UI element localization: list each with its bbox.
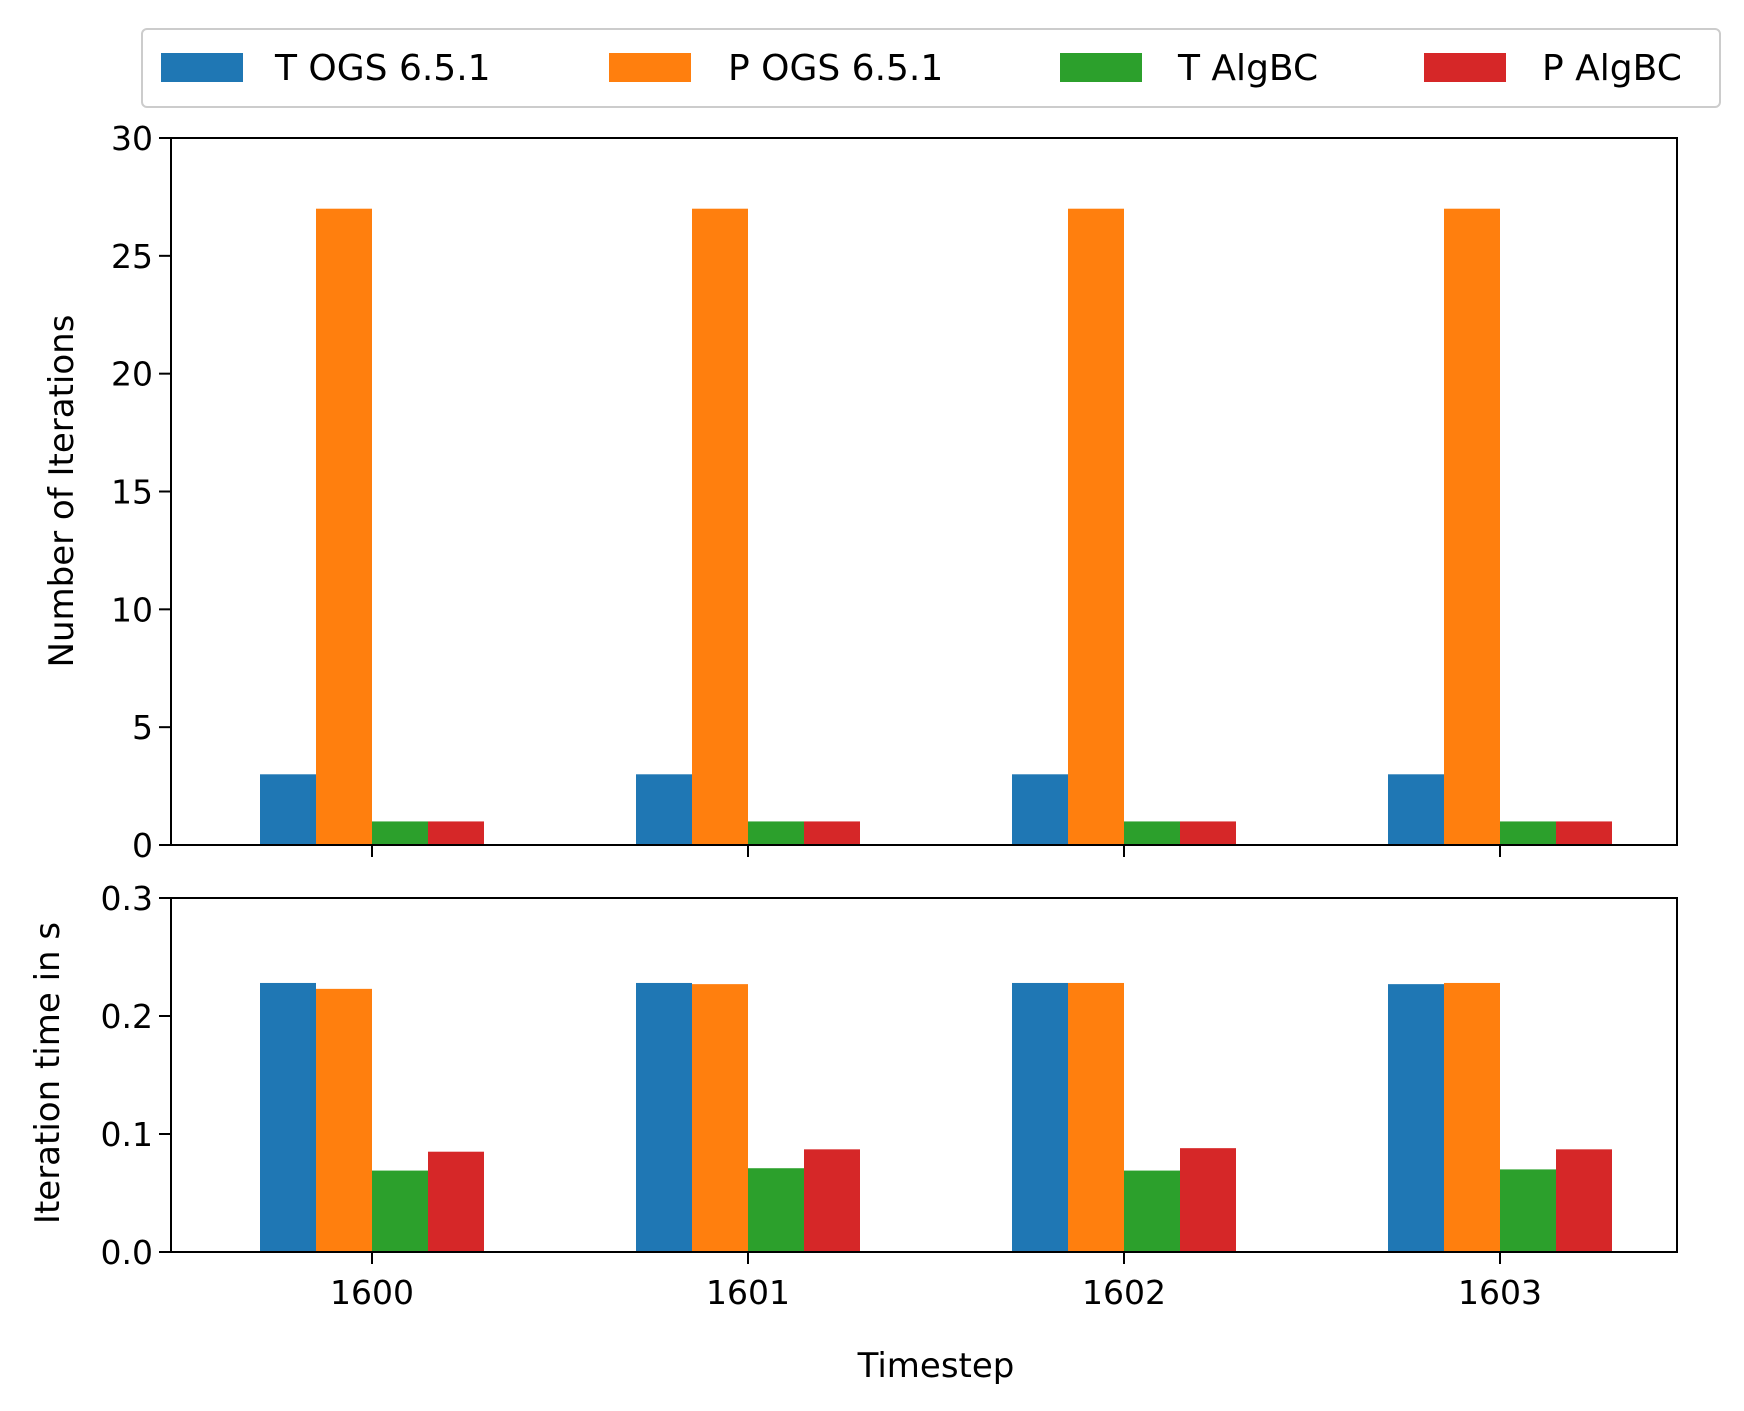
top-bar-t-algbc-1603: [1500, 821, 1556, 845]
bottom-bar-p-algbc-1602: [1180, 1148, 1236, 1252]
bottom-y-axis-label: Iteration time in s: [28, 922, 68, 1224]
top-bar-t-ogs-6-5-1-1603: [1388, 774, 1444, 845]
top-bar-t-algbc-1600: [372, 821, 428, 845]
top-y-ticks: 0 5 10 15 20 25 30: [111, 119, 171, 865]
legend-item: T OGS 6.5.1: [161, 48, 491, 89]
bottom-plot-frame: [170, 897, 1678, 1253]
top-y-axis-label: Number of Iterations: [42, 315, 82, 668]
top-bar-p-ogs-6-5-1-1600: [316, 208, 372, 845]
bottom-bar-p-algbc-1603: [1556, 1149, 1612, 1252]
top-bar-t-ogs-6-5-1-1601: [636, 774, 692, 845]
bottom-bar-p-ogs-6-5-1-1603: [1444, 982, 1500, 1252]
bottom-y-ticks: 0.0 0.1 0.2 0.3: [101, 879, 171, 1272]
bottom-bar-p-algbc-1601: [804, 1149, 860, 1252]
top-bar-p-algbc-1601: [804, 821, 860, 845]
legend-swatch-t-ogs: [161, 53, 243, 82]
top-bar-p-ogs-6-5-1-1601: [692, 208, 748, 845]
legend-item: T AlgBC: [1060, 48, 1318, 89]
top-bar-p-algbc-1603: [1556, 821, 1612, 845]
legend-label-t-algbc: T AlgBC: [1177, 48, 1318, 89]
bottom-y-tick-label: 0.3: [101, 879, 153, 918]
legend-swatch-p-algbc: [1424, 53, 1506, 82]
legend-label-p-ogs: P OGS 6.5.1: [728, 48, 943, 89]
top-bars: [260, 208, 1612, 845]
bottom-bar-p-ogs-6-5-1-1600: [316, 988, 372, 1252]
legend-item: P AlgBC: [1424, 48, 1682, 89]
bottom-x-tick-label: 1600: [330, 1273, 414, 1312]
top-bar-p-ogs-6-5-1-1603: [1444, 208, 1500, 845]
bottom-bar-t-ogs-6-5-1-1603: [1388, 984, 1444, 1252]
top-x-ticks: [371, 845, 1501, 857]
top-bar-p-algbc-1600: [428, 821, 484, 845]
legend-swatch-p-ogs: [609, 53, 691, 82]
bottom-bar-t-algbc-1601: [748, 1168, 804, 1252]
bottom-bar-p-algbc-1600: [428, 1151, 484, 1252]
bottom-bar-t-ogs-6-5-1-1601: [636, 982, 692, 1252]
top-bar-t-ogs-6-5-1-1602: [1012, 774, 1068, 845]
legend-label-t-ogs: T OGS 6.5.1: [274, 48, 491, 89]
bottom-x-ticks: 1600 1601 1602 1603: [330, 1252, 1542, 1312]
bottom-bar-t-ogs-6-5-1-1602: [1012, 982, 1068, 1252]
bottom-y-tick-label: 0.2: [101, 997, 153, 1036]
legend-swatch-t-algbc: [1060, 53, 1142, 82]
legend: T OGS 6.5.1 P OGS 6.5.1 T AlgBC P AlgBC: [141, 28, 1721, 108]
top-y-tick-label: 10: [111, 590, 153, 629]
bottom-bar-p-ogs-6-5-1-1602: [1068, 982, 1124, 1252]
bottom-y-tick-label: 0.1: [101, 1115, 153, 1154]
bottom-bar-t-algbc-1602: [1124, 1170, 1180, 1252]
bottom-bars: [260, 982, 1612, 1252]
legend-frame: [141, 28, 1721, 108]
top-bar-t-algbc-1602: [1124, 821, 1180, 845]
bottom-x-tick-label: 1601: [706, 1273, 790, 1312]
bottom-bar-p-ogs-6-5-1-1601: [692, 984, 748, 1252]
bottom-x-tick-label: 1602: [1082, 1273, 1166, 1312]
top-y-tick-label: 30: [111, 119, 153, 158]
top-y-tick-label: 0: [132, 826, 153, 865]
legend-label-p-algbc: P AlgBC: [1542, 48, 1682, 89]
legend-item: P OGS 6.5.1: [609, 48, 943, 89]
bottom-bar-t-ogs-6-5-1-1600: [260, 982, 316, 1252]
top-bar-t-algbc-1601: [748, 821, 804, 845]
bottom-panel: 0.0 0.1 0.2 0.3 1600 1601 1602 1603 Iteration …: [28, 879, 1678, 1386]
top-bar-p-algbc-1602: [1180, 821, 1236, 845]
bottom-y-tick-label: 0.0: [101, 1233, 153, 1272]
top-y-tick-label: 15: [111, 473, 153, 512]
x-axis-label: Timestep: [857, 1346, 1015, 1386]
top-plot-frame: [170, 137, 1678, 846]
top-bar-p-ogs-6-5-1-1602: [1068, 208, 1124, 845]
top-y-tick-label: 25: [111, 237, 153, 276]
top-panel: 0 5 10 15 20 25 30 Number of Iterations: [42, 119, 1678, 865]
top-y-tick-label: 5: [132, 708, 153, 747]
top-bar-t-ogs-6-5-1-1600: [260, 774, 316, 845]
top-y-tick-label: 20: [111, 355, 153, 394]
bottom-x-tick-label: 1603: [1458, 1273, 1542, 1312]
bottom-bar-t-algbc-1603: [1500, 1169, 1556, 1252]
bottom-bar-t-algbc-1600: [372, 1170, 428, 1252]
